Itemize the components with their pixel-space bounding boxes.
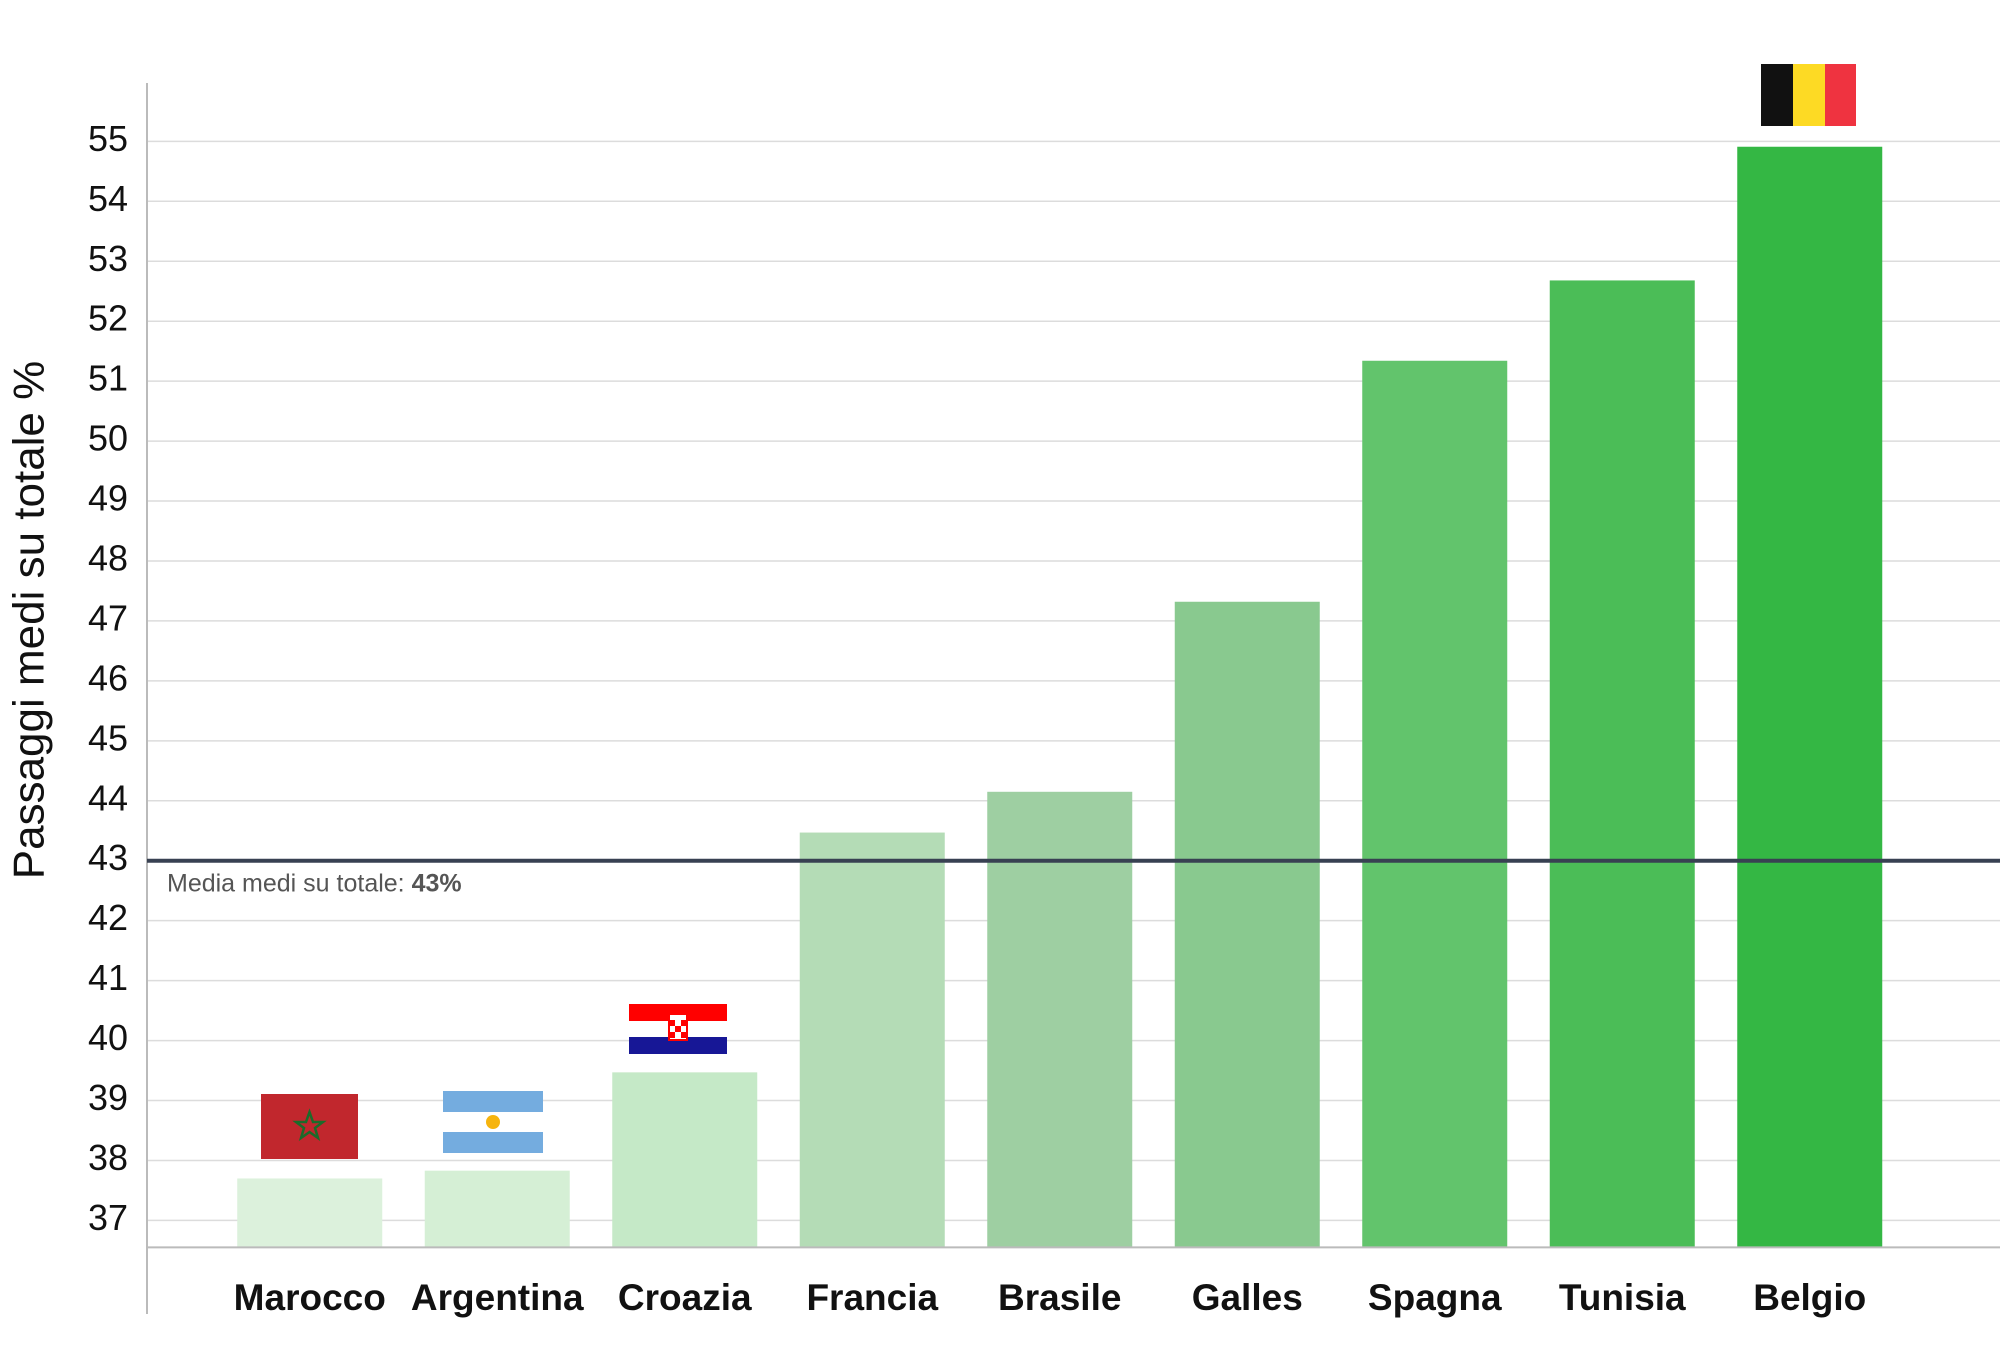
y-tick-label: 55 <box>88 118 128 159</box>
x-tick-label: Croazia <box>618 1277 752 1318</box>
y-tick-label: 38 <box>88 1137 128 1178</box>
x-tick-label: Galles <box>1192 1277 1303 1318</box>
bar <box>799 832 945 1248</box>
bar <box>1737 146 1883 1248</box>
y-tick-label: 53 <box>88 238 128 279</box>
bar <box>1362 360 1508 1248</box>
y-tick-label: 44 <box>88 777 128 818</box>
x-tick-label: Spagna <box>1368 1277 1502 1318</box>
bar <box>987 791 1133 1248</box>
y-tick-label: 41 <box>88 957 128 998</box>
y-tick-label: 37 <box>88 1197 128 1238</box>
mean-label: 43% <box>412 869 462 897</box>
y-tick-label: 48 <box>88 538 128 579</box>
mean-annotation: Media medi su totale: 43% <box>167 869 462 897</box>
flag-belgium <box>1761 64 1856 126</box>
y-tick-label: 47 <box>88 597 128 638</box>
x-tick-label: Tunisia <box>1559 1277 1686 1318</box>
y-tick-label: 42 <box>88 897 128 938</box>
bar <box>1174 601 1320 1248</box>
y-tick-label: 46 <box>88 657 128 698</box>
x-tick-label: Francia <box>806 1277 938 1318</box>
y-tick-label: 45 <box>88 717 128 758</box>
x-tick-label: Marocco <box>234 1277 386 1318</box>
x-tick-label: Belgio <box>1753 1277 1866 1318</box>
y-tick-label: 49 <box>88 478 128 519</box>
bar <box>237 1178 383 1248</box>
mean-text: Media medi su totale: <box>167 869 405 897</box>
flags <box>261 64 1856 1159</box>
bar <box>612 1072 758 1248</box>
y-tick-label: 40 <box>88 1017 128 1058</box>
y-tick-label: 39 <box>88 1077 128 1118</box>
flag-croatia <box>629 1004 727 1054</box>
bar <box>1549 280 1695 1248</box>
y-tick-label: 43 <box>88 837 128 878</box>
y-tick-label: 50 <box>88 418 128 459</box>
flag-argentina <box>443 1091 543 1153</box>
x-tick-label: Brasile <box>998 1277 1121 1318</box>
bar <box>424 1170 570 1248</box>
y-tick-label: 54 <box>88 178 128 219</box>
flag-morocco <box>261 1094 358 1159</box>
y-axis-label: Passaggi medi su totale % <box>5 361 54 880</box>
x-tick-label: Argentina <box>411 1277 584 1318</box>
y-tick-label: 51 <box>88 358 128 399</box>
y-tick-label: 52 <box>88 298 128 339</box>
